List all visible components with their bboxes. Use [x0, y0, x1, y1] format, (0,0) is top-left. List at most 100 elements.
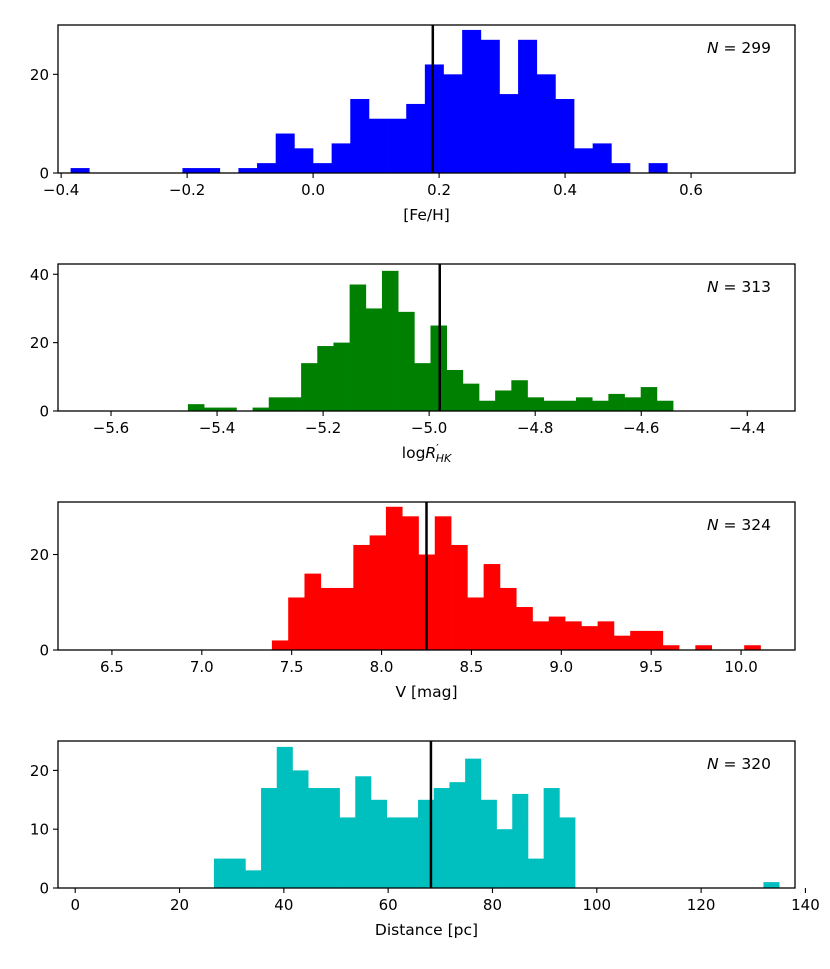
axes-frame [57, 263, 796, 412]
bar [350, 99, 370, 173]
bar [276, 746, 293, 888]
bar [467, 597, 484, 650]
bar [495, 390, 512, 411]
bar [261, 788, 278, 888]
bar [414, 363, 431, 411]
bar [744, 645, 761, 650]
bar [565, 621, 582, 650]
bar [695, 645, 712, 650]
x-tick-label: 0 [70, 896, 80, 914]
x-tick-label: −4.6 [623, 419, 659, 437]
x-tick-label: 9.0 [549, 658, 573, 676]
axes-frame [57, 24, 796, 174]
bar [608, 393, 625, 411]
y-tick-label: 20 [30, 66, 49, 84]
bar [370, 799, 387, 888]
axes-frame [57, 740, 796, 889]
bar [70, 168, 90, 173]
panel-3: 6.5 7.0 7.5 8.0 8.5 9.0 9.5 10.0 0 20 V [mag] N = 3… [30, 501, 796, 701]
bar [229, 858, 246, 888]
x-tick-label: 7.5 [280, 658, 304, 676]
x-tick-label: 20 [170, 896, 189, 914]
bar [387, 118, 407, 173]
x-tick-label: 8.5 [460, 658, 484, 676]
x-tick-label: 7.0 [190, 658, 214, 676]
bar [339, 817, 356, 888]
bar [275, 133, 295, 173]
bar [548, 616, 566, 650]
x-tick-label: 9.5 [639, 658, 663, 676]
bar [381, 270, 399, 411]
bar [496, 829, 513, 888]
bar [257, 163, 277, 173]
bar [402, 817, 419, 888]
y-tick-label: 40 [30, 266, 49, 284]
y-tick-label: 20 [30, 762, 49, 780]
bar [536, 74, 556, 173]
bar [323, 788, 340, 888]
x-tick-label: −5.2 [305, 419, 341, 437]
y-tick-label: 20 [30, 334, 49, 352]
x-tick-label: −5.0 [411, 419, 447, 437]
bar [304, 573, 322, 650]
bar [763, 882, 780, 888]
x-tick-label: −0.2 [169, 181, 205, 199]
panel-1: −0.4 −0.2 0.0 0.2 0.4 0.6 0 20 [Fe/H] N = 299 [30, 24, 796, 224]
bar [446, 369, 464, 411]
bar [592, 143, 612, 173]
bar [284, 397, 302, 411]
bar [581, 626, 598, 650]
bar [613, 635, 631, 650]
bar [559, 817, 576, 888]
bar [204, 407, 221, 411]
bar [483, 564, 501, 650]
bar [252, 407, 270, 411]
bar [574, 148, 594, 173]
x-tick-label: 0.6 [679, 181, 703, 199]
bar [331, 143, 351, 173]
x-axis-label: [Fe/H] [403, 206, 450, 224]
bar [480, 799, 497, 888]
x-tick-label: 40 [274, 896, 293, 914]
bar [499, 587, 517, 650]
bar [308, 788, 325, 888]
axes-frame [57, 501, 796, 651]
x-tick-label: −5.4 [199, 419, 235, 437]
y-tick-label: 0 [39, 880, 49, 898]
bar [271, 640, 289, 650]
bar [317, 346, 334, 411]
bar [292, 770, 309, 888]
x-tick-label: −4.8 [517, 419, 553, 437]
x-tick-label: 80 [483, 896, 502, 914]
x-tick-label: −4.4 [729, 419, 765, 437]
y-tick-label: 20 [30, 546, 49, 564]
bar [434, 516, 452, 650]
bar [365, 308, 383, 411]
bar [449, 782, 466, 888]
bar [220, 407, 237, 411]
y-tick-label: 0 [39, 165, 49, 183]
sample-size-label: N = 299 [707, 39, 771, 57]
bar [238, 168, 258, 173]
bar [480, 39, 500, 173]
bar [527, 397, 545, 411]
bar [511, 380, 528, 411]
sample-size-label: N = 324 [707, 516, 771, 534]
bar [518, 39, 538, 173]
x-axis-label: logR′ HK [402, 442, 452, 465]
sample-size-label: N = 320 [707, 755, 771, 773]
x-axis-label: V [mag] [395, 683, 457, 701]
bar [182, 168, 202, 173]
bar [640, 387, 658, 411]
bar [312, 163, 332, 173]
bar [349, 284, 367, 411]
x-tick-label: 0.4 [553, 181, 577, 199]
y-tick-label: 0 [39, 403, 49, 421]
bar [386, 817, 403, 888]
x-tick-label: 8.0 [370, 658, 394, 676]
bar [656, 400, 674, 411]
bar [576, 397, 593, 411]
bar [527, 858, 544, 888]
x-tick-label: 10.0 [724, 658, 757, 676]
